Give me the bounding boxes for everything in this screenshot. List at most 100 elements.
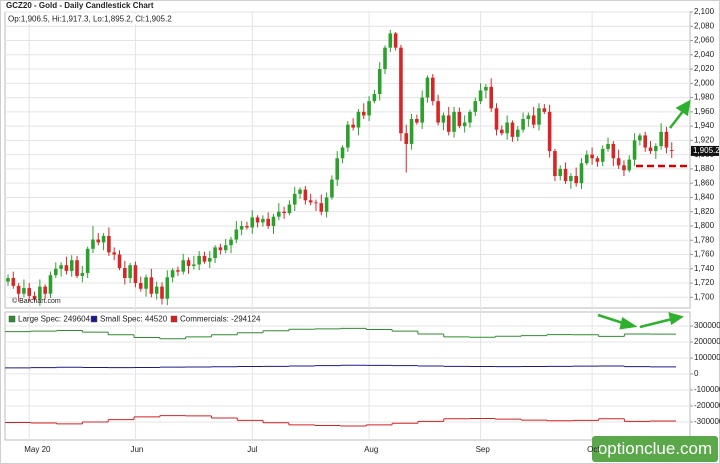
candle-body	[558, 168, 563, 177]
candle-body	[563, 168, 568, 182]
legend-label: Commercials: -294124	[180, 315, 261, 324]
x-tick-label: Jul	[247, 445, 257, 454]
candle-body	[234, 229, 239, 240]
candle-body	[160, 286, 164, 299]
y-tick-label: 1,840	[694, 193, 715, 202]
x-tick-label: Jun	[130, 445, 143, 454]
candle-body	[292, 193, 297, 205]
x-tick-label: Aug	[364, 445, 378, 454]
y-tick-label: -300000	[694, 417, 720, 426]
candle-body	[340, 147, 345, 159]
candle-body	[170, 270, 175, 278]
legend-swatch	[170, 315, 178, 323]
x-tick-label: May 20	[24, 445, 51, 454]
candle-body	[229, 239, 233, 246]
candle-body	[606, 143, 610, 149]
y-tick-label: 1,980	[694, 93, 715, 102]
candle-body	[133, 265, 138, 284]
candle-body	[271, 216, 276, 226]
candle-body	[579, 163, 584, 184]
last-price-box	[691, 145, 719, 156]
y-tick-label: 0	[694, 369, 699, 378]
legend-swatch	[90, 315, 98, 323]
candle-body	[149, 277, 154, 294]
candle-body	[452, 111, 456, 132]
arrow-shaft	[669, 109, 685, 129]
candle-body	[505, 122, 509, 134]
y-tick-label: 1,760	[694, 250, 715, 259]
candle-body	[436, 101, 440, 123]
x-tick-label: Sep	[476, 445, 491, 454]
candle-body	[165, 277, 170, 299]
arrow-head	[619, 316, 638, 330]
candle-body	[101, 235, 106, 243]
y-tick-label: 1,920	[694, 135, 715, 144]
y-tick-label: -200000	[694, 401, 720, 410]
candle-body	[441, 115, 446, 123]
candle-body	[393, 33, 398, 48]
candle-body	[176, 270, 180, 272]
candle-body	[510, 122, 515, 137]
info-background	[6, 14, 154, 24]
candle-body	[117, 254, 122, 269]
candle-body	[574, 176, 578, 184]
y-tick-label: 1,720	[694, 278, 715, 287]
candle-body	[409, 118, 414, 144]
y-tick-label: 1,880	[694, 164, 715, 173]
candle-body	[59, 265, 63, 269]
y-tick-label: 2,020	[694, 64, 715, 73]
candle-body	[553, 151, 557, 177]
candle-body	[245, 225, 249, 228]
candle-body	[202, 255, 207, 262]
candle-body	[123, 268, 127, 279]
arrow-head	[675, 99, 691, 117]
legend-label: Small Spec: 44520	[100, 315, 168, 324]
candle-body	[287, 204, 292, 214]
candle-body	[223, 245, 228, 251]
candle-body	[372, 94, 377, 102]
candle-body	[261, 218, 265, 223]
y-tick-label: 2,080	[694, 21, 715, 30]
y-tick-label: 100000	[694, 353, 720, 362]
candle-body	[6, 278, 10, 282]
candle-body	[128, 265, 132, 279]
candle-body	[112, 252, 116, 255]
source-label: © Barchart.com	[12, 297, 61, 305]
candle-body	[627, 159, 632, 171]
y-tick-label: 1,780	[694, 235, 715, 244]
candle-body	[186, 260, 191, 266]
candle-body	[611, 143, 616, 159]
candle-body	[399, 47, 403, 134]
candle-body	[38, 286, 42, 300]
candle-body	[664, 131, 669, 148]
arrow-head	[668, 312, 684, 326]
candle-body	[526, 115, 531, 119]
candle-body	[96, 239, 101, 243]
candle-body	[314, 202, 318, 204]
candle-body	[404, 133, 409, 144]
candle-body	[192, 264, 196, 266]
candle-body	[648, 147, 653, 152]
chart-title: GCZ20 - Gold - Daily Candlestick Chart	[6, 1, 154, 10]
candle-body	[425, 77, 430, 98]
candle-body	[478, 90, 483, 102]
candle-body	[16, 285, 21, 294]
candle-body	[48, 275, 53, 294]
last-price-label: 1,905.2	[693, 146, 720, 155]
y-tick-label: 1,820	[694, 207, 715, 216]
candle-body	[255, 217, 260, 223]
candle-body	[324, 197, 329, 212]
candle-body	[361, 111, 366, 116]
candle-body	[420, 97, 424, 123]
candle-body	[64, 265, 69, 271]
y-tick-label: 1,860	[694, 178, 715, 187]
candle-body	[282, 211, 286, 214]
candle-body	[218, 247, 223, 251]
candle-body	[500, 129, 504, 134]
legend-swatch	[8, 315, 16, 323]
y-tick-label: 2,100	[694, 7, 715, 16]
candle-body	[356, 111, 361, 128]
legend-label: Large Spec: 249604	[18, 315, 91, 324]
candle-body	[11, 278, 16, 286]
candle-body	[489, 86, 494, 109]
